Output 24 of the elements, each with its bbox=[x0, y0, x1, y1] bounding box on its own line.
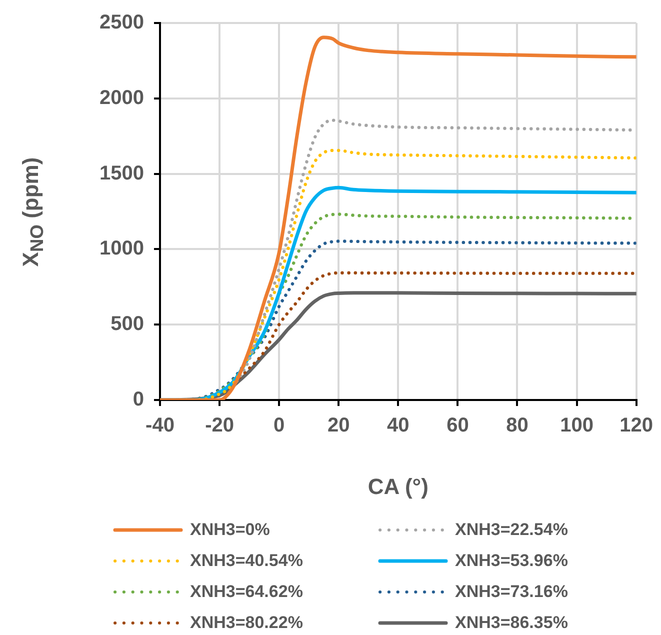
x-tick-label: -40 bbox=[146, 414, 174, 437]
y-tick-label: 500 bbox=[110, 313, 144, 336]
x-tick-label: -20 bbox=[205, 414, 234, 437]
x-tick-label: 0 bbox=[274, 414, 285, 437]
legend-label: XNH3=53.96% bbox=[455, 551, 568, 571]
y-tick-label: 2500 bbox=[100, 12, 144, 34]
x-tick-label: 40 bbox=[387, 414, 410, 437]
x-tick-label: 120 bbox=[620, 414, 654, 437]
legend-label: XNH3=0% bbox=[190, 520, 270, 540]
y-tick-label: 2000 bbox=[100, 86, 144, 109]
y-tick-label: 0 bbox=[132, 388, 144, 411]
y-tick-label: 1500 bbox=[100, 162, 144, 184]
legend-label: XNH3=86.35% bbox=[455, 613, 568, 633]
legend-label: XNH3=73.16% bbox=[455, 582, 568, 602]
x-axis-title: CA (°) bbox=[368, 474, 428, 499]
y-tick-label: 1000 bbox=[100, 238, 144, 260]
x-tick-label: 100 bbox=[560, 414, 594, 437]
legend-label: XNH3=22.54% bbox=[455, 520, 568, 540]
legend-label: XNH3=40.54% bbox=[190, 551, 303, 571]
x-tick-label: 60 bbox=[446, 414, 469, 437]
x-tick-label: 80 bbox=[506, 414, 528, 437]
legend-label: XNH3=64.62% bbox=[190, 582, 303, 602]
legend-label: XNH3=80.22% bbox=[190, 613, 303, 633]
x-tick-label: 20 bbox=[327, 414, 350, 437]
